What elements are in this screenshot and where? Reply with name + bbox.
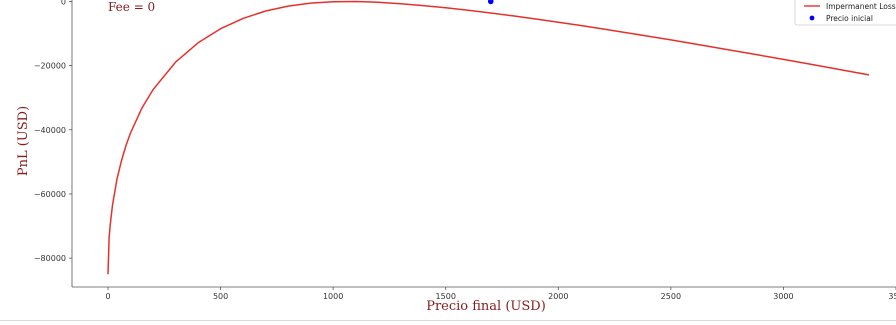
x-tick-label: 1000	[323, 292, 343, 301]
legend: Impermanent Loss Precio inicial	[794, 0, 896, 26]
x-tick-label: 0	[105, 292, 110, 301]
x-tick-label: 2500	[661, 292, 681, 301]
y-tick-label: 0	[61, 0, 66, 6]
y-tick-label: −20000	[34, 62, 66, 71]
x-tick-label: 3000	[773, 292, 793, 301]
x-tick-label: 350	[888, 292, 896, 301]
y-axis-label: PnL (USD)	[16, 106, 31, 176]
x-axis: 0 500 1000 1500 2000 2500 3000 350	[105, 287, 896, 301]
x-tick-label: 1500	[436, 292, 456, 301]
x-axis-label: Precio final (USD)	[426, 299, 546, 314]
plot-area	[107, 0, 870, 275]
y-tick-label: −40000	[34, 126, 66, 135]
y-tick-label: −60000	[34, 190, 66, 199]
axes-frame	[71, 0, 896, 288]
y-axis: 0 −20000 −40000 −60000 −80000	[34, 0, 72, 263]
legend-entry-precio-inicial: Precio inicial	[826, 14, 873, 23]
y-tick-label: −80000	[34, 254, 66, 263]
fee-annotation: Fee = 0	[108, 0, 155, 14]
x-tick-label: 500	[213, 292, 228, 301]
point-precio-inicial	[487, 0, 494, 5]
x-tick-label: 2000	[548, 292, 568, 301]
legend-point-swatch	[809, 15, 815, 21]
legend-box	[794, 0, 896, 26]
series-line-impermanent-loss	[107, 0, 870, 275]
bottom-divider	[0, 320, 896, 321]
legend-entry-impermanent-loss: Impermanent Loss	[826, 2, 896, 11]
